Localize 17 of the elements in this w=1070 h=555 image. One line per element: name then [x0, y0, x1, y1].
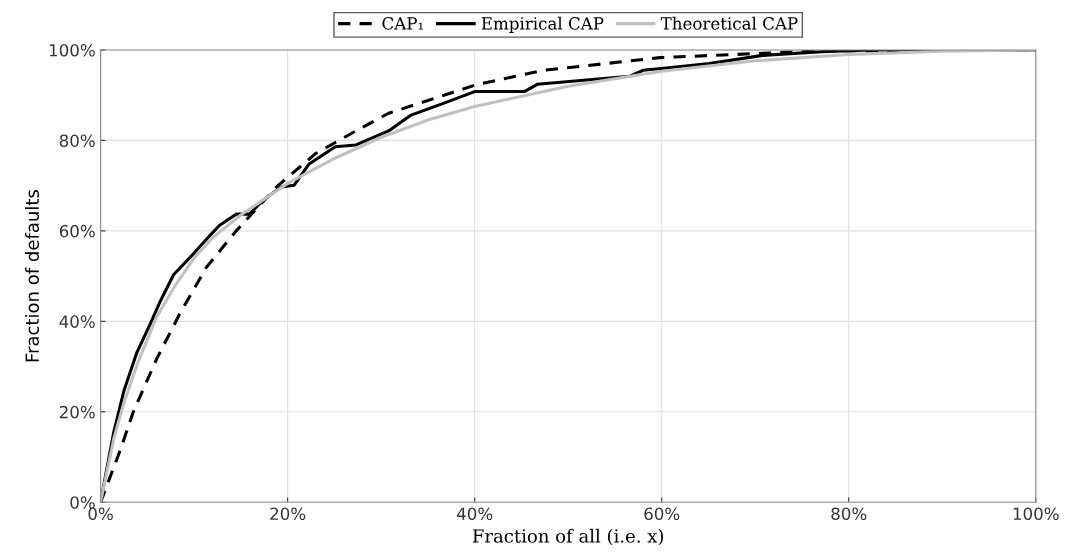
x-tick-label: 40%: [456, 507, 493, 521]
x-tick-label: 60%: [644, 507, 680, 521]
legend-label: Theoretical CAP: [660, 16, 798, 30]
y-tick-label: 100%: [49, 43, 95, 57]
legend-label: CAP₁: [382, 17, 423, 30]
y-tick-label: 60%: [59, 224, 95, 238]
x-tick-label: 20%: [270, 507, 306, 521]
x-tick-label: 0%: [88, 507, 113, 521]
y-tick-label: 0%: [70, 496, 95, 509]
x-tick-label: 80%: [831, 507, 867, 521]
y-tick-label: 40%: [59, 315, 95, 328]
y-tick-label: 20%: [59, 405, 95, 419]
x-tick-label: 100%: [1013, 507, 1059, 521]
y-tick-label: 80%: [59, 134, 95, 147]
x-axis-title: Fraction of all (i.e. x): [472, 528, 664, 546]
y-axis-title: Fraction of defaults: [25, 190, 40, 362]
legend-label: Empirical CAP: [481, 16, 604, 33]
